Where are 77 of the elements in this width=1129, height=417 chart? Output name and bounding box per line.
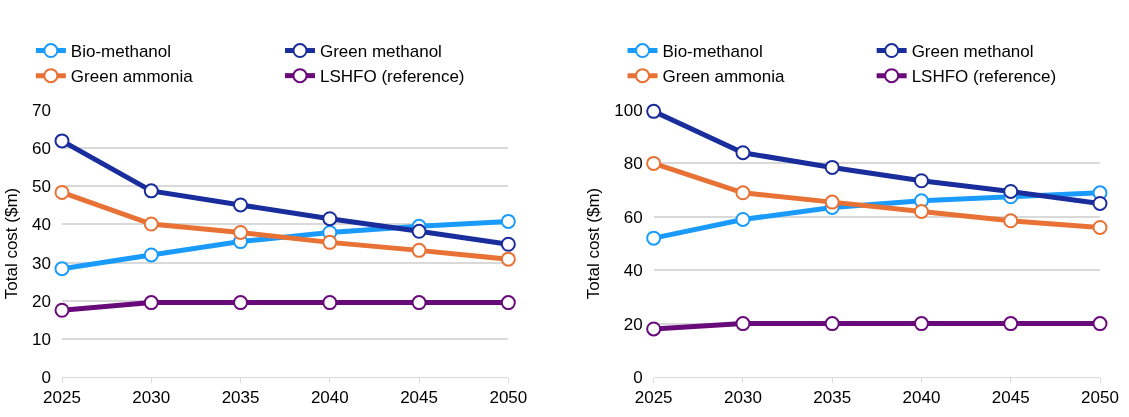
- y-axis-title: Total cost ($m): [1, 187, 21, 300]
- y-tick-label: 20: [623, 314, 643, 334]
- x-tick-label: 2030: [132, 388, 171, 408]
- y-axis-title: Total cost ($m): [583, 187, 603, 300]
- x-tick-label: 2045: [991, 388, 1030, 408]
- y-tick-label: 20: [32, 291, 51, 311]
- point: [913, 316, 929, 332]
- point: [322, 234, 338, 250]
- y-tick-label: 80: [623, 154, 643, 174]
- point: [500, 213, 516, 229]
- y-tick-label: 70: [32, 100, 51, 120]
- x-tick-label: 2035: [221, 388, 260, 408]
- legend-label: LSHFO (reference): [319, 67, 465, 87]
- point: [646, 155, 662, 171]
- x-tick-label: 2050: [489, 388, 528, 408]
- point: [735, 185, 751, 201]
- point: [322, 295, 338, 311]
- x-tick-label: 2040: [310, 388, 349, 408]
- point: [411, 295, 427, 311]
- point: [735, 145, 751, 161]
- y-tick-label: 0: [41, 367, 51, 387]
- x-tick-label: 2050: [1081, 388, 1119, 408]
- point: [913, 173, 929, 189]
- point: [646, 230, 662, 246]
- point: [54, 261, 70, 277]
- point: [233, 295, 249, 311]
- point: [646, 321, 662, 337]
- y-tick-label: 30: [32, 253, 51, 273]
- point: [143, 247, 159, 263]
- point: [1003, 213, 1019, 229]
- point: [735, 316, 751, 332]
- point: [411, 223, 427, 239]
- y-tick-label: 60: [623, 207, 643, 227]
- point: [233, 224, 249, 240]
- point: [824, 194, 840, 210]
- legend-label: Green methanol: [911, 42, 1034, 62]
- y-tick-label: 0: [633, 367, 643, 387]
- y-tick-label: 60: [32, 139, 51, 159]
- legend-label: Green ammonia: [662, 67, 785, 87]
- point: [824, 159, 840, 175]
- legend-label: LSHFO (reference): [911, 67, 1057, 87]
- point: [1092, 195, 1108, 211]
- point: [1092, 219, 1108, 235]
- legend-label: Green methanol: [319, 42, 442, 62]
- point: [500, 236, 516, 252]
- point: [322, 211, 338, 227]
- x-tick-label: 2025: [43, 388, 81, 408]
- point: [143, 295, 159, 311]
- x-tick-label: 2030: [724, 388, 762, 408]
- point: [735, 211, 751, 227]
- x-tick-label: 2035: [813, 388, 852, 408]
- point: [500, 251, 516, 267]
- point: [500, 295, 516, 311]
- point: [1003, 183, 1019, 199]
- y-tick-label: 40: [623, 261, 643, 281]
- y-tick-label: 10: [32, 329, 51, 349]
- point: [143, 183, 159, 199]
- legend-label: Bio-methanol: [70, 42, 172, 62]
- legend-label: Green ammonia: [70, 67, 194, 87]
- point: [646, 103, 662, 119]
- point: [824, 316, 840, 332]
- legend-label: Bio-methanol: [662, 42, 763, 62]
- y-tick-label: 40: [32, 215, 51, 235]
- point: [54, 302, 70, 318]
- point: [233, 197, 249, 213]
- point: [54, 133, 70, 149]
- point: [1092, 316, 1108, 332]
- point: [913, 203, 929, 219]
- x-tick-label: 2045: [400, 388, 438, 408]
- x-tick-label: 2040: [902, 388, 941, 408]
- x-tick-label: 2025: [634, 388, 673, 408]
- point: [1003, 316, 1019, 332]
- point: [411, 242, 427, 258]
- y-tick-label: 100: [614, 100, 643, 120]
- point: [54, 184, 70, 200]
- point: [143, 216, 159, 232]
- y-tick-label: 50: [32, 177, 51, 197]
